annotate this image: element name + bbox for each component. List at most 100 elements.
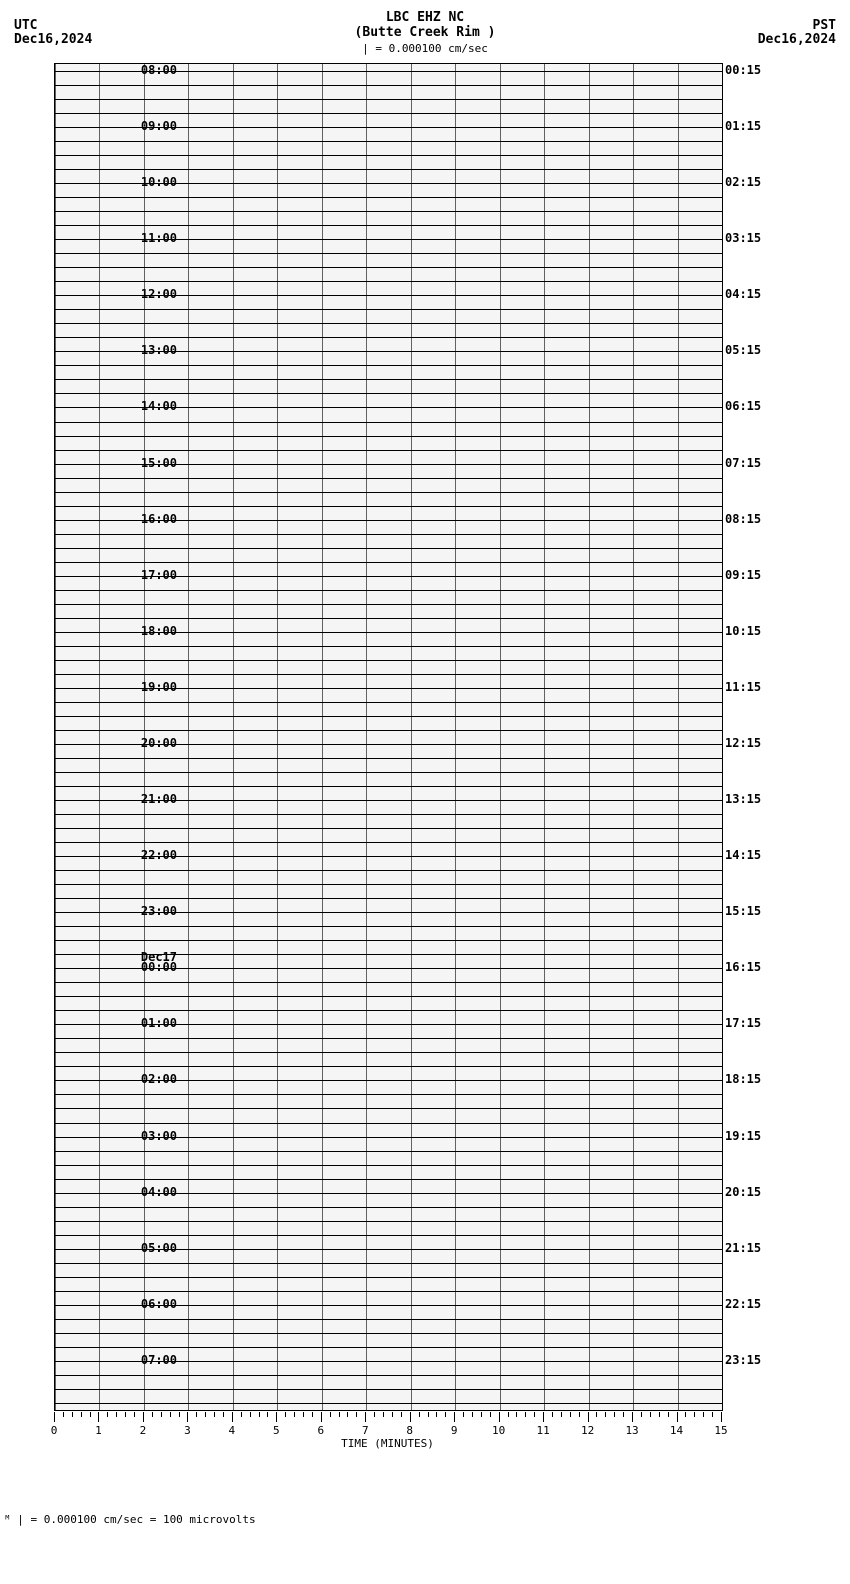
xtick-label: 1: [95, 1424, 102, 1437]
seismic-trace: [55, 492, 722, 493]
seismic-trace: [55, 1123, 722, 1124]
xtick-minor: [508, 1412, 509, 1417]
xtick-minor: [196, 1412, 197, 1417]
seismic-trace: [55, 99, 722, 100]
seismic-trace: [55, 197, 722, 198]
utc-time-label: 14:00: [141, 399, 177, 413]
seismic-trace: [55, 842, 722, 843]
vgrid-line: [455, 64, 456, 1410]
pst-time-label: 01:15: [725, 119, 761, 133]
seismic-trace: [55, 870, 722, 871]
seismic-trace: [55, 1165, 722, 1166]
seismic-trace: [55, 211, 722, 212]
xtick-label: 10: [492, 1424, 505, 1437]
xtick-minor: [516, 1412, 517, 1417]
xtick-minor: [267, 1412, 268, 1417]
seismic-trace: [55, 1333, 722, 1334]
xtick-minor: [356, 1412, 357, 1417]
vgrid-line: [633, 64, 634, 1410]
pst-time-label: 03:15: [725, 231, 761, 245]
xtick-major: [632, 1412, 633, 1422]
date-left: Dec16,2024: [14, 32, 92, 47]
scale-text: | = 0.000100 cm/sec: [362, 42, 488, 55]
seismic-trace: [55, 225, 722, 226]
xtick-minor: [596, 1412, 597, 1417]
xtick-major: [499, 1412, 500, 1422]
xtick-minor: [152, 1412, 153, 1417]
seismic-trace: [55, 478, 722, 479]
xtick-major: [454, 1412, 455, 1422]
xtick-minor: [659, 1412, 660, 1417]
xtick-minor: [179, 1412, 180, 1417]
xtick-major: [588, 1412, 589, 1422]
seismic-trace: [55, 730, 722, 731]
seismic-trace: [55, 1221, 722, 1222]
xtick-label: 2: [140, 1424, 147, 1437]
timezone-left: UTC: [14, 18, 37, 33]
seismic-trace: [55, 309, 722, 310]
seismic-trace: [55, 422, 722, 423]
xtick-minor: [463, 1412, 464, 1417]
utc-time-label: 13:00: [141, 343, 177, 357]
xtick-minor: [116, 1412, 117, 1417]
seismic-trace: [55, 1319, 722, 1320]
seismic-trace: [55, 548, 722, 549]
seismic-trace: [55, 1066, 722, 1067]
pst-time-label: 10:15: [725, 624, 761, 638]
seismic-trace: [55, 141, 722, 142]
xtick-label: 13: [625, 1424, 638, 1437]
seismic-trace: [55, 884, 722, 885]
seismic-trace: [55, 590, 722, 591]
pst-time-label: 07:15: [725, 456, 761, 470]
xtick-minor: [303, 1412, 304, 1417]
xtick-minor: [214, 1412, 215, 1417]
utc-time-label: 21:00: [141, 792, 177, 806]
pst-time-label: 02:15: [725, 175, 761, 189]
station-title: LBC EHZ NC: [386, 10, 464, 25]
pst-time-label: 16:15: [725, 960, 761, 974]
seismic-trace: [55, 1151, 722, 1152]
xtick-label: 9: [451, 1424, 458, 1437]
seismic-trace: [55, 1277, 722, 1278]
xtick-minor: [481, 1412, 482, 1417]
pst-time-label: 05:15: [725, 343, 761, 357]
seismic-trace: [55, 1375, 722, 1376]
seismic-trace: [55, 772, 722, 773]
xtick-major: [543, 1412, 544, 1422]
seismic-trace: [55, 253, 722, 254]
utc-time-label: 23:00: [141, 904, 177, 918]
xtick-minor: [428, 1412, 429, 1417]
xtick-minor: [445, 1412, 446, 1417]
seismic-trace: [55, 982, 722, 983]
xtick-major: [677, 1412, 678, 1422]
seismic-trace: [55, 1403, 722, 1404]
seismic-trace: [55, 996, 722, 997]
xtick-minor: [90, 1412, 91, 1417]
vgrid-line: [99, 64, 100, 1410]
xtick-major: [187, 1412, 188, 1422]
utc-time-label: 15:00: [141, 456, 177, 470]
seismic-trace: [55, 113, 722, 114]
xtick-minor: [330, 1412, 331, 1417]
xtick-minor: [205, 1412, 206, 1417]
xtick-minor: [641, 1412, 642, 1417]
seismic-trace: [55, 660, 722, 661]
utc-time-label: 03:00: [141, 1129, 177, 1143]
seismic-trace: [55, 534, 722, 535]
seismic-trace: [55, 940, 722, 941]
utc-time-label: 19:00: [141, 680, 177, 694]
seismic-trace: [55, 155, 722, 156]
xtick-label: 8: [406, 1424, 413, 1437]
x-axis-title: TIME (MINUTES): [341, 1437, 434, 1450]
pst-time-label: 00:15: [725, 63, 761, 77]
xtick-minor: [668, 1412, 669, 1417]
seismic-trace: [55, 1347, 722, 1348]
seismic-trace: [55, 618, 722, 619]
seismic-trace: [55, 281, 722, 282]
footer-scale: ᴹ | = 0.000100 cm/sec = 100 microvolts: [4, 1513, 256, 1526]
pst-time-label: 15:15: [725, 904, 761, 918]
vgrid-line: [544, 64, 545, 1410]
xtick-label: 6: [317, 1424, 324, 1437]
xtick-minor: [525, 1412, 526, 1417]
helicorder-container: LBC EHZ NC (Butte Creek Rim ) | = 0.0001…: [0, 0, 850, 1584]
